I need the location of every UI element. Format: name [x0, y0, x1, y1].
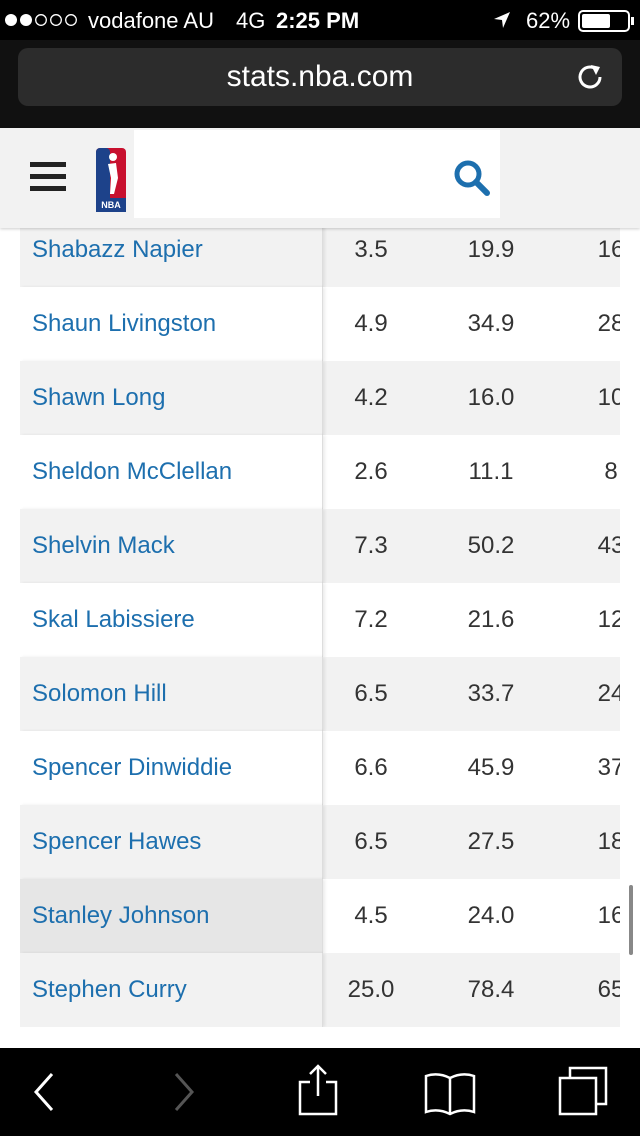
stat-cell: 11.1	[468, 458, 514, 485]
stat-cell: 27.5	[467, 828, 515, 855]
table-row: Spencer Hawes 6.5 27.5 18	[20, 805, 620, 879]
table-row: Shaun Livingston 4.9 34.9 28	[20, 287, 620, 361]
bookmarks-button[interactable]	[424, 1073, 476, 1116]
stat-cell: 12	[597, 606, 620, 633]
stat-cell: 8	[604, 458, 618, 485]
network: 4G	[236, 8, 266, 33]
forward-button[interactable]	[174, 1073, 195, 1111]
stat-cell: 65	[597, 976, 620, 1003]
share-button[interactable]	[298, 1064, 338, 1116]
stat-cell: 25.0	[347, 976, 395, 1003]
stat-cell: 24.0	[467, 902, 515, 929]
table-row: Spencer Dinwiddie 6.6 45.9 37	[20, 731, 620, 805]
menu-button[interactable]	[30, 162, 66, 192]
logo-text: NBA	[101, 200, 121, 210]
table-row: Shelvin Mack 7.3 50.2 43	[20, 509, 620, 583]
stat-cell: 43	[597, 532, 620, 559]
tabs-button[interactable]	[558, 1066, 608, 1116]
time: 2:25 PM	[276, 8, 360, 33]
player-name[interactable]: Stephen Curry	[20, 953, 323, 1027]
site-header: NBA	[0, 128, 640, 228]
stat-cell: 16	[597, 902, 620, 929]
search-area[interactable]	[134, 130, 500, 218]
stat-cell: 6.5	[354, 680, 388, 707]
scrollbar	[629, 885, 633, 955]
table-row: Stanley Johnson 4.5 24.0 16	[20, 879, 620, 953]
stat-cell: 4.9	[354, 310, 388, 337]
stat-cell: 2.6	[354, 458, 388, 485]
player-name[interactable]: Spencer Dinwiddie	[20, 731, 323, 805]
search-icon[interactable]	[454, 160, 490, 196]
url: stats.nba.com	[226, 60, 414, 93]
table-row: Shawn Long 4.2 16.0 10	[20, 361, 620, 435]
stat-cell: 37	[597, 754, 620, 781]
stat-cell: 33.7	[467, 680, 515, 707]
stat-cell: 10	[597, 384, 620, 411]
battery-icon	[578, 10, 634, 32]
stat-cell: 28	[597, 310, 620, 337]
player-name[interactable]: Stanley Johnson	[20, 879, 323, 953]
nba-logo[interactable]: NBA	[96, 148, 126, 212]
stat-cell: 50.2	[467, 532, 515, 559]
stat-cell: 45.9	[467, 754, 515, 781]
stat-cell: 4.5	[354, 902, 388, 929]
stat-cell: 34.9	[467, 310, 515, 337]
stat-cell: 21.6	[467, 606, 515, 633]
stat-cell: 6.5	[354, 828, 388, 855]
stat-cell: 16.0	[467, 384, 515, 411]
battery-percent: 62%	[526, 8, 571, 33]
stat-cell: 7.2	[354, 606, 388, 633]
browser-toolbar	[0, 1048, 640, 1136]
stat-cell: 19.9	[467, 236, 515, 263]
player-name[interactable]: Skal Labissiere	[20, 583, 323, 657]
signal	[5, 14, 77, 26]
stat-cell: 18	[597, 828, 620, 855]
toolbar-icons	[33, 1064, 608, 1116]
player-name[interactable]: Shelvin Mack	[20, 509, 323, 583]
browser-bar: stats.nba.com	[0, 40, 640, 128]
stat-cell: 78.4	[467, 976, 515, 1003]
status-bar: vodafone AU 4G 2:25 PM 62%	[0, 0, 640, 40]
table-row	[20, 1027, 620, 1048]
stat-cell: 7.3	[354, 532, 388, 559]
carrier: vodafone AU	[88, 8, 214, 33]
location-icon	[494, 12, 510, 28]
reload-button[interactable]	[576, 62, 606, 92]
stat-cell: 16	[597, 236, 620, 263]
stat-cell: 24	[597, 680, 620, 707]
stat-cell: 6.6	[354, 754, 388, 781]
player-name[interactable]: Shaun Livingston	[20, 287, 323, 361]
stat-cell: 4.2	[354, 384, 388, 411]
table-row: Sheldon McClellan 2.6 11.1 8	[20, 435, 620, 509]
table-row: Stephen Curry 25.0 78.4 65	[20, 953, 620, 1027]
table-row: Solomon Hill 6.5 33.7 24	[20, 657, 620, 731]
player-name[interactable]: Solomon Hill	[20, 657, 323, 731]
player-name[interactable]: Sheldon McClellan	[20, 435, 323, 509]
player-name[interactable]: Shawn Long	[20, 361, 323, 435]
stats-table: Shabazz Napier 3.5 19.9 16 Shaun Livingston 4…	[20, 0, 620, 1048]
url-field[interactable]: stats.nba.com	[18, 48, 622, 106]
back-button[interactable]	[33, 1073, 54, 1111]
table-row: Skal Labissiere 7.2 21.6 12	[20, 583, 620, 657]
player-name[interactable]: Spencer Hawes	[20, 805, 323, 879]
stat-cell: 3.5	[354, 236, 388, 263]
